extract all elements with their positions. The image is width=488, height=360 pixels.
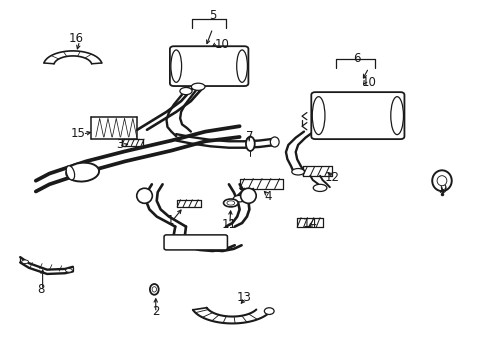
Text: 7: 7 xyxy=(245,130,253,143)
Text: 15: 15 xyxy=(70,127,85,140)
FancyBboxPatch shape xyxy=(169,46,248,86)
Text: 10: 10 xyxy=(215,38,229,51)
Ellipse shape xyxy=(152,287,156,292)
Text: 6: 6 xyxy=(352,51,360,64)
Text: 11: 11 xyxy=(221,218,236,231)
Ellipse shape xyxy=(313,184,326,192)
Text: 5: 5 xyxy=(209,9,216,22)
Ellipse shape xyxy=(436,176,446,186)
Text: 8: 8 xyxy=(37,283,44,296)
Ellipse shape xyxy=(390,96,403,135)
Text: 3: 3 xyxy=(116,138,123,151)
Text: 4: 4 xyxy=(264,190,271,203)
Ellipse shape xyxy=(180,87,192,95)
Ellipse shape xyxy=(66,163,99,181)
Text: 10: 10 xyxy=(361,76,375,89)
Ellipse shape xyxy=(240,188,256,203)
Ellipse shape xyxy=(270,137,279,147)
FancyBboxPatch shape xyxy=(163,235,227,250)
Ellipse shape xyxy=(191,83,204,90)
Text: 13: 13 xyxy=(237,291,251,304)
Ellipse shape xyxy=(291,168,304,175)
Ellipse shape xyxy=(21,260,28,264)
Ellipse shape xyxy=(264,308,274,315)
Ellipse shape xyxy=(137,188,152,203)
Ellipse shape xyxy=(312,96,325,135)
Text: 9: 9 xyxy=(439,183,447,196)
Ellipse shape xyxy=(233,195,245,202)
Text: 12: 12 xyxy=(324,171,339,184)
Ellipse shape xyxy=(170,50,181,82)
Ellipse shape xyxy=(431,170,451,191)
Ellipse shape xyxy=(150,284,158,295)
Text: 2: 2 xyxy=(152,306,159,319)
FancyBboxPatch shape xyxy=(311,92,404,139)
Ellipse shape xyxy=(245,136,254,151)
Ellipse shape xyxy=(226,201,234,205)
Ellipse shape xyxy=(65,269,72,272)
Ellipse shape xyxy=(236,50,247,82)
Text: 1: 1 xyxy=(166,214,174,227)
Text: 14: 14 xyxy=(302,217,317,230)
Ellipse shape xyxy=(66,166,75,180)
Text: 16: 16 xyxy=(69,32,83,45)
Ellipse shape xyxy=(223,199,238,207)
